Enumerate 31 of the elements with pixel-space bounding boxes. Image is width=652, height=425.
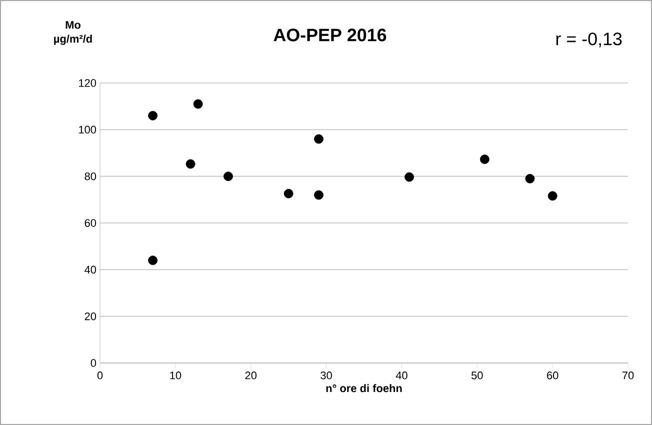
x-tick-label: 50 (471, 372, 483, 380)
point (548, 191, 558, 201)
y-tick-label: 20 (84, 312, 96, 320)
x-tick-label: 0 (97, 372, 103, 380)
point (148, 110, 158, 120)
y-tick-label: 40 (84, 266, 96, 274)
point (186, 159, 196, 169)
y-axis-title: Mo µg/m²/d (54, 21, 92, 45)
point (284, 188, 294, 198)
point (404, 172, 414, 182)
x-tick-label: 70 (622, 372, 634, 380)
point (480, 154, 490, 164)
text: r = -0,13 (556, 32, 622, 48)
point (314, 190, 324, 200)
x-tick-label: 30 (320, 372, 332, 380)
y-tick-label: 80 (84, 172, 96, 180)
y-tick-label: 0 (90, 359, 96, 367)
x-tick-label: 60 (547, 372, 558, 380)
y-tick-label: 100 (79, 126, 96, 134)
point (148, 256, 158, 266)
chart-title: AO-PEP 2016 (274, 28, 386, 42)
point (193, 99, 203, 109)
point (525, 174, 535, 184)
y-tick-label: 60 (84, 219, 96, 227)
x-tick-label: 10 (170, 372, 182, 380)
x-tick-label: 40 (396, 372, 408, 380)
y-tick-label: 120 (79, 79, 96, 87)
point (314, 134, 324, 144)
x-axis-title: n° ore di foehn (326, 384, 402, 392)
x-tick-label: 20 (245, 372, 257, 380)
point (224, 172, 233, 182)
